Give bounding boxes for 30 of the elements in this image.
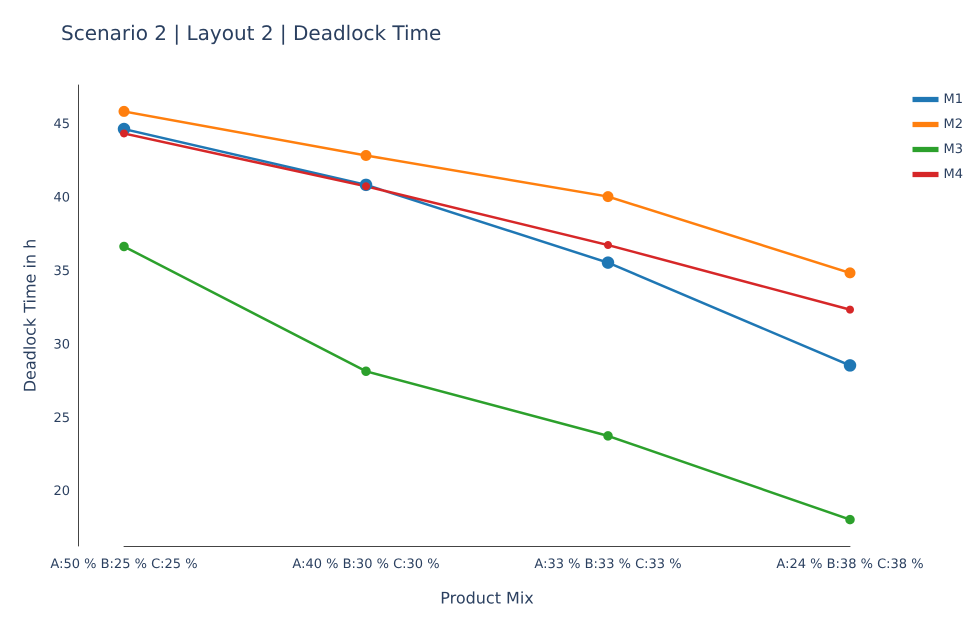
y-tick-label: 35	[53, 264, 70, 279]
y-tick-label: 40	[53, 190, 70, 206]
point	[602, 191, 614, 202]
y-axis-title: Deadlock Time in h	[20, 238, 40, 392]
point	[118, 106, 130, 117]
x-tick-label: A:24 % B:38 % C:38 %	[776, 557, 924, 572]
y-tick-label: 25	[53, 410, 70, 426]
point	[604, 241, 612, 250]
point	[602, 256, 614, 269]
point	[844, 359, 856, 372]
x-tick-label: A:50 % B:25 % C:25 %	[50, 557, 198, 572]
chart-title: Scenario 2 | Layout 2 | Deadlock Time	[61, 21, 442, 45]
legend-label: M3	[944, 142, 964, 157]
point	[846, 306, 854, 314]
point	[361, 366, 371, 376]
point	[844, 267, 856, 278]
y-tick-label: 45	[53, 117, 70, 132]
point	[119, 242, 129, 252]
point	[603, 431, 613, 441]
x-axis-title: Product Mix	[440, 588, 534, 608]
y-tick-label: 30	[53, 337, 70, 352]
point	[845, 514, 855, 524]
x-tick-label: A:40 % B:30 % C:30 %	[292, 557, 440, 572]
legend-label: M2	[944, 117, 964, 132]
legend-label: M4	[944, 167, 964, 182]
legend-label: M1	[944, 92, 964, 107]
point	[120, 129, 128, 138]
y-tick-label: 20	[53, 484, 70, 500]
point	[360, 150, 372, 161]
x-tick-label: A:33 % B:33 % C:33 %	[534, 557, 682, 572]
